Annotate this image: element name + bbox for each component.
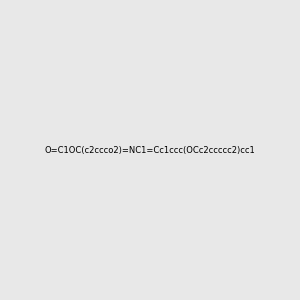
Text: O=C1OC(c2ccco2)=NC1=Cc1ccc(OCc2ccccc2)cc1: O=C1OC(c2ccco2)=NC1=Cc1ccc(OCc2ccccc2)cc… [45,146,255,154]
